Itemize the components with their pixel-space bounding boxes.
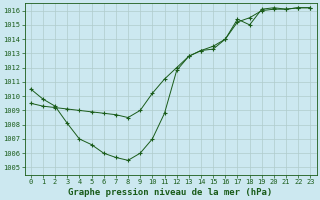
X-axis label: Graphe pression niveau de la mer (hPa): Graphe pression niveau de la mer (hPa) bbox=[68, 188, 273, 197]
